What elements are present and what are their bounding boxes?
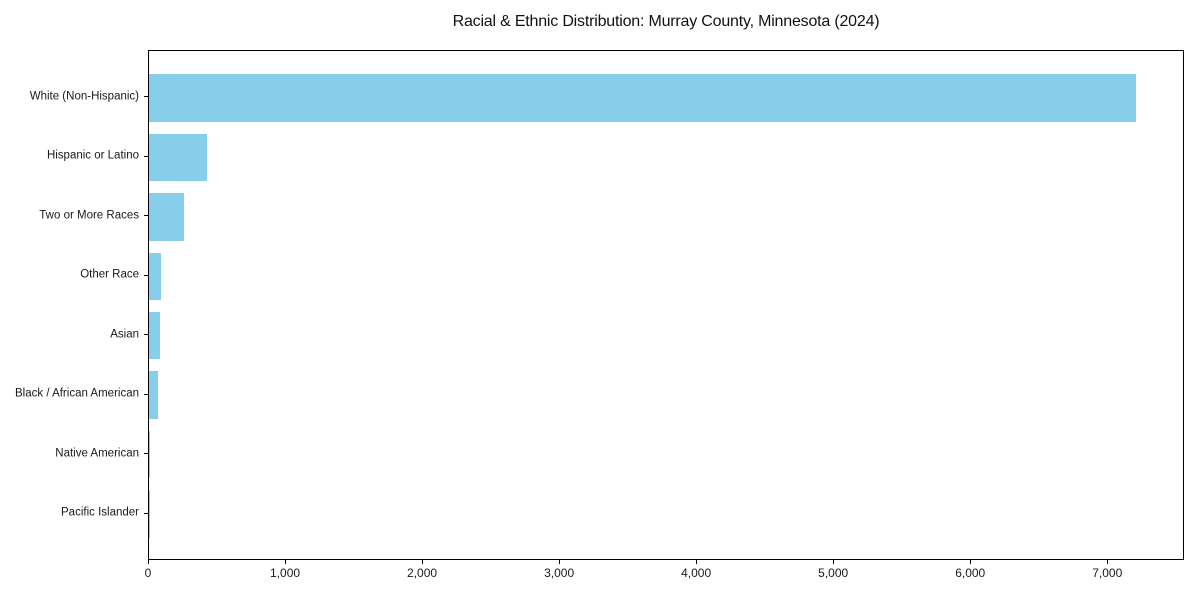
- x-tick-label: 2,000: [407, 566, 438, 580]
- y-tick-mark: [144, 453, 148, 455]
- bar-two-or-more-races: [149, 193, 184, 241]
- y-tick-mark: [144, 155, 148, 157]
- y-tick-mark: [144, 274, 148, 276]
- chart-title: Racial & Ethnic Distribution: Murray Cou…: [452, 13, 880, 30]
- x-tick-mark: [969, 560, 971, 564]
- category-label: Black / African American: [15, 387, 139, 400]
- y-tick-mark: [144, 334, 148, 336]
- plot-area: [148, 50, 1184, 560]
- category-label: White (Non-Hispanic): [29, 90, 139, 103]
- x-tick-label: 4,000: [681, 566, 712, 580]
- category-label: Two or More Races: [39, 209, 139, 222]
- y-tick-mark: [144, 96, 148, 98]
- category-label: Hispanic or Latino: [46, 149, 139, 162]
- category-label: Native American: [55, 446, 139, 459]
- category-label: Asian: [110, 327, 139, 340]
- y-tick-mark: [144, 215, 148, 217]
- y-tick-mark: [144, 393, 148, 395]
- x-tick-mark: [832, 560, 834, 564]
- bar-hispanic-or-latino: [149, 133, 208, 182]
- x-tick-label: 3,000: [544, 566, 575, 580]
- x-tick-mark: [147, 560, 149, 564]
- x-tick-mark: [421, 560, 423, 564]
- category-label: Pacific Islander: [61, 506, 139, 519]
- x-tick-mark: [695, 560, 697, 564]
- x-tick-label: 7,000: [1092, 566, 1123, 580]
- bar-other-race: [149, 252, 161, 301]
- x-tick-label: 6,000: [955, 566, 986, 580]
- bar-native-american: [149, 430, 151, 479]
- x-tick-mark: [284, 560, 286, 564]
- bar-white-non-hispanic: [149, 74, 1136, 122]
- bar-asian: [149, 311, 160, 360]
- category-label: Other Race: [80, 268, 139, 281]
- x-tick-mark: [558, 560, 560, 564]
- x-tick-mark: [1106, 560, 1108, 564]
- y-tick-mark: [144, 512, 148, 514]
- x-tick-label: 0: [144, 566, 152, 580]
- bar-black-african-american: [149, 371, 158, 419]
- x-tick-label: 5,000: [818, 566, 849, 580]
- x-tick-label: 1,000: [270, 566, 301, 580]
